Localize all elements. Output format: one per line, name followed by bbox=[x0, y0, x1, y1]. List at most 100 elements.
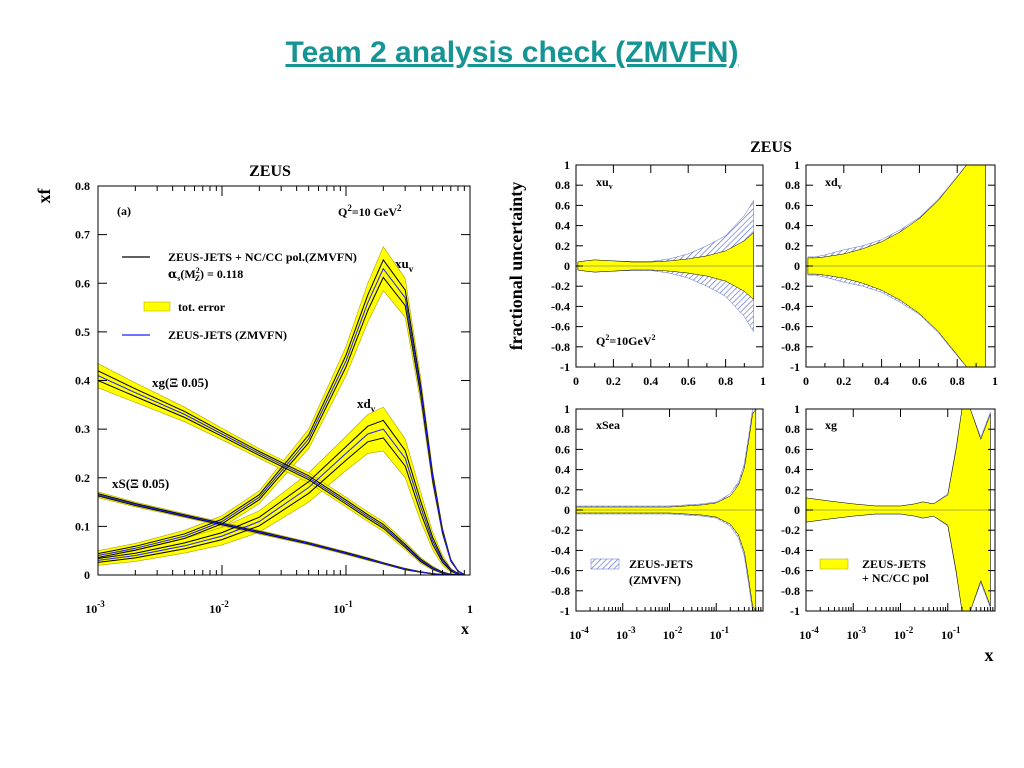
panel-xtick-label: 0 bbox=[573, 374, 579, 388]
panel-ytick-label: -0.4 bbox=[551, 543, 570, 557]
left-ytick-label: 0.3 bbox=[75, 422, 90, 436]
blue-line-series-0 bbox=[97, 267, 465, 575]
panel-ytick-label: -1 bbox=[790, 360, 800, 374]
label-xdv-sub: v bbox=[371, 404, 376, 414]
q2-label-exp: 2 bbox=[347, 203, 352, 213]
panel-xtick-label-base: 10 bbox=[941, 628, 953, 642]
panel-ytick-label: -0.8 bbox=[551, 584, 570, 598]
panel-ytick-label: -0.2 bbox=[781, 523, 800, 537]
panel-ytick-label: 1 bbox=[564, 402, 570, 416]
panel-ytick-label: 0.6 bbox=[555, 442, 570, 456]
panel-label-xuv: xuv bbox=[596, 175, 613, 191]
legend-hatch-label: ZEUS-JETS bbox=[629, 557, 693, 571]
left-xtick-label-exp: -3 bbox=[97, 599, 105, 609]
q2-label-q: Q bbox=[338, 205, 347, 219]
blue-line-series-2 bbox=[97, 375, 465, 576]
fit-lower-line-series-1 bbox=[97, 437, 465, 576]
right-q2-q: Q bbox=[596, 334, 605, 348]
panel-ytick-label: 1 bbox=[794, 158, 800, 172]
legend-yellow-label: ZEUS-JETS bbox=[862, 557, 926, 571]
fit-upper-line-series-1 bbox=[97, 419, 465, 576]
left-xtick-label-base: 10 bbox=[333, 602, 345, 616]
panel-xtick-label: 10-1 bbox=[710, 625, 730, 642]
q2-label-unit-exp: 2 bbox=[397, 203, 402, 213]
panel-ytick-label: -0.6 bbox=[781, 564, 800, 578]
left-ytick-label: 0.8 bbox=[75, 179, 90, 193]
panel-xtick-label-base: 10 bbox=[847, 628, 859, 642]
q2-label-value: =10 GeV bbox=[352, 205, 397, 219]
panel-xtick-label-base: 10 bbox=[894, 628, 906, 642]
panel-xtick-label-base: 10 bbox=[569, 628, 581, 642]
panel-ytick-label: 0.6 bbox=[785, 442, 800, 456]
alpha-sub: s bbox=[177, 274, 180, 283]
panel-label-xdv-sub: v bbox=[838, 182, 842, 191]
panel-xtick-label: 0.2 bbox=[606, 374, 621, 388]
panel-xtick-label: 0 bbox=[803, 374, 809, 388]
left-xtick-label-exp: -2 bbox=[221, 599, 229, 609]
right-chart-title: ZEUS bbox=[750, 139, 792, 156]
panel-xtick-label-exp: -2 bbox=[906, 625, 914, 635]
panel-ytick-label: 0.8 bbox=[785, 422, 800, 436]
panel-ytick-label: -0.2 bbox=[551, 523, 570, 537]
legend-yellow-label2: + NC/CC pol bbox=[862, 571, 930, 585]
panel-xtick-label-base: 10 bbox=[710, 628, 722, 642]
left-ytick-label: 0.6 bbox=[75, 276, 90, 290]
panel-ytick-label: 0.4 bbox=[785, 463, 800, 477]
panel-ytick-label: 0.2 bbox=[555, 483, 570, 497]
panel-ytick-label: 0.2 bbox=[555, 239, 570, 253]
panel-ytick-label: -0.2 bbox=[781, 279, 800, 293]
alpha-mz-exp: 2 bbox=[196, 266, 200, 275]
panel-xtick-label-exp: -1 bbox=[953, 625, 961, 635]
panel-label-xdv: xdv bbox=[825, 175, 842, 191]
left-ytick-label: 0.5 bbox=[75, 325, 90, 339]
panel-xtick-label-exp: -2 bbox=[675, 625, 683, 635]
alpha-symbol: α bbox=[168, 267, 177, 281]
panel-xtick-label-exp: -4 bbox=[811, 625, 819, 635]
label-xuv: xuv bbox=[395, 256, 414, 274]
left-xtick-label-base: 10 bbox=[85, 602, 97, 616]
right-y-axis-label: fractional uncertainty bbox=[506, 182, 526, 350]
panel-xtick-label: 0.8 bbox=[950, 374, 965, 388]
left-ytick-label: 0 bbox=[84, 568, 90, 582]
panel-xtick-label-base: 10 bbox=[616, 628, 628, 642]
panel-ytick-label: -0.6 bbox=[781, 320, 800, 334]
legend-hatch-label2: (ZMVFN) bbox=[629, 573, 681, 587]
legend-yellow-swatch bbox=[819, 558, 849, 570]
panel-ytick-label: 0.8 bbox=[785, 178, 800, 192]
panel-label-xuv-sub: v bbox=[609, 182, 613, 191]
panel-xtick-label: 10-4 bbox=[569, 625, 589, 642]
panel-ytick-label: 0.4 bbox=[785, 219, 800, 233]
panel-xtick-label: 0.6 bbox=[912, 374, 927, 388]
error-band-series-0 bbox=[97, 246, 465, 576]
legend-band-swatch bbox=[143, 301, 171, 312]
panel-ytick-label: -0.8 bbox=[551, 340, 570, 354]
left-ytick-label: 0.7 bbox=[75, 228, 90, 242]
panel-ytick-label: 1 bbox=[794, 402, 800, 416]
panel-label-xsea: xSea bbox=[596, 418, 620, 432]
left-ytick-label: 0.1 bbox=[75, 519, 90, 533]
left-xtick-label: 10-2 bbox=[209, 599, 229, 616]
panel-label-xg: xg bbox=[825, 418, 837, 432]
blue-line-series-1 bbox=[97, 428, 465, 576]
q2-label: Q2=10 GeV2 bbox=[338, 203, 402, 219]
left-x-axis-label: x bbox=[461, 621, 469, 638]
panel-ytick-label: 0 bbox=[794, 259, 800, 273]
alpha-value: ) = 0.118 bbox=[200, 267, 243, 281]
panel-ytick-label: 0.8 bbox=[555, 422, 570, 436]
panel-xtick-label-exp: -3 bbox=[628, 625, 636, 635]
panel-ytick-label: -0.2 bbox=[551, 279, 570, 293]
label-xdv: xdv bbox=[357, 396, 376, 414]
right-q2-exp: 2 bbox=[605, 333, 609, 342]
panel-ytick-label: -0.4 bbox=[551, 299, 570, 313]
panel-label-xuv-name: xu bbox=[596, 175, 609, 189]
panel-xtick-label: 10-3 bbox=[616, 625, 636, 642]
panel-xtick-label-base: 10 bbox=[663, 628, 675, 642]
panel-xtick-label-exp: -1 bbox=[722, 625, 730, 635]
panel-ytick-label: 0.6 bbox=[785, 198, 800, 212]
left-xtick-label-exp: -1 bbox=[345, 599, 353, 609]
panel-ytick-label: 0.4 bbox=[555, 219, 570, 233]
panel-xtick-label: 1 bbox=[992, 374, 998, 388]
alpha-label-text: (M bbox=[180, 267, 195, 281]
panel-xtick-label: 0.8 bbox=[718, 374, 733, 388]
